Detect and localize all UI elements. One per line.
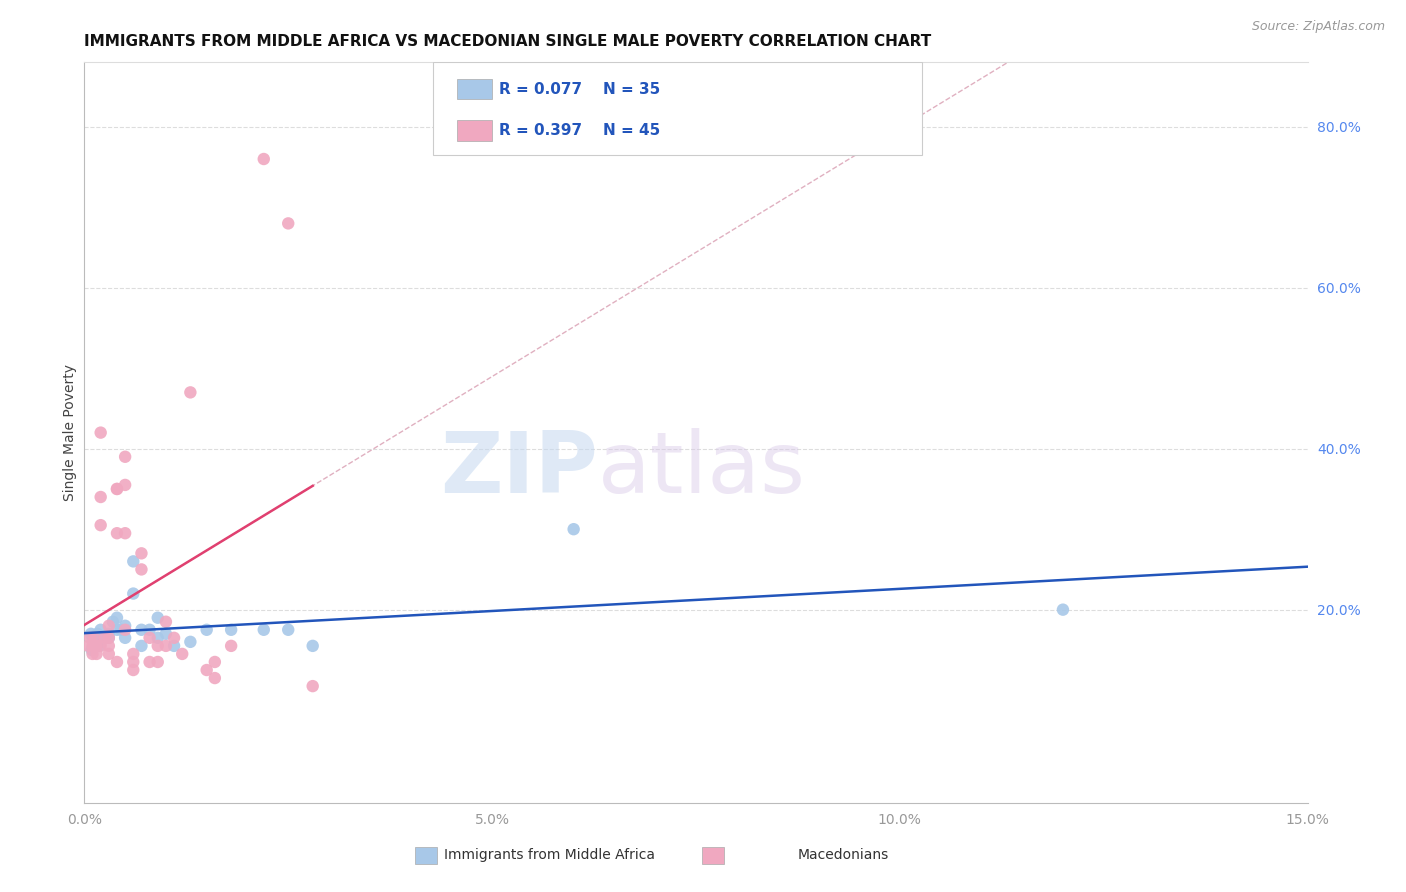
Point: [122, 586, 145, 600]
Point: [122, 647, 145, 661]
FancyBboxPatch shape: [457, 120, 492, 141]
Point: [86, 631, 108, 645]
Point: [86, 639, 108, 653]
Point: [97, 627, 120, 641]
Y-axis label: Single Male Poverty: Single Male Poverty: [63, 364, 77, 501]
Point: [105, 526, 128, 541]
Point: [83, 635, 105, 649]
Point: [155, 639, 177, 653]
Text: R = 0.397: R = 0.397: [499, 123, 582, 138]
Point: [1052, 602, 1074, 616]
Point: [122, 554, 145, 568]
Point: [105, 623, 128, 637]
Point: [155, 615, 177, 629]
Point: [277, 216, 299, 230]
Point: [131, 562, 153, 576]
Point: [114, 623, 136, 637]
Point: [179, 385, 201, 400]
Point: [80, 627, 103, 641]
Point: [110, 623, 132, 637]
Point: [82, 631, 104, 645]
Point: [204, 671, 226, 685]
Text: ZIP: ZIP: [440, 428, 598, 511]
Text: Macedonians: Macedonians: [797, 847, 889, 862]
Point: [219, 639, 242, 653]
Point: [97, 631, 120, 645]
Text: Immigrants from Middle Africa: Immigrants from Middle Africa: [444, 847, 655, 862]
Point: [172, 647, 194, 661]
Point: [131, 623, 153, 637]
Point: [138, 623, 160, 637]
Point: [86, 627, 108, 641]
Text: N = 35: N = 35: [603, 81, 661, 96]
Point: [114, 526, 136, 541]
Point: [301, 639, 323, 653]
Point: [179, 635, 201, 649]
Point: [87, 639, 110, 653]
Point: [97, 619, 120, 633]
Point: [138, 655, 160, 669]
Point: [105, 482, 128, 496]
Point: [90, 639, 112, 653]
Point: [253, 623, 276, 637]
Point: [277, 623, 299, 637]
Point: [90, 635, 112, 649]
Point: [122, 663, 145, 677]
Point: [90, 490, 112, 504]
Point: [105, 482, 128, 496]
Point: [114, 478, 136, 492]
Point: [562, 522, 585, 536]
FancyBboxPatch shape: [433, 62, 922, 155]
Point: [114, 631, 136, 645]
Point: [90, 425, 112, 440]
Text: R = 0.077: R = 0.077: [499, 81, 582, 96]
FancyBboxPatch shape: [415, 847, 437, 863]
Point: [146, 631, 169, 645]
Point: [80, 643, 103, 657]
Text: Source: ZipAtlas.com: Source: ZipAtlas.com: [1251, 20, 1385, 33]
Point: [90, 518, 112, 533]
Point: [146, 610, 169, 624]
Text: atlas: atlas: [598, 428, 806, 511]
Point: [83, 631, 105, 645]
Point: [114, 450, 136, 464]
Point: [86, 647, 108, 661]
Text: N = 45: N = 45: [603, 123, 661, 138]
Point: [131, 639, 153, 653]
Point: [195, 623, 218, 637]
Point: [155, 627, 177, 641]
Point: [146, 655, 169, 669]
FancyBboxPatch shape: [702, 847, 724, 863]
FancyBboxPatch shape: [457, 78, 492, 99]
Point: [79, 631, 101, 645]
Point: [82, 647, 104, 661]
Point: [138, 631, 160, 645]
Point: [90, 623, 112, 637]
Text: IMMIGRANTS FROM MIDDLE AFRICA VS MACEDONIAN SINGLE MALE POVERTY CORRELATION CHAR: IMMIGRANTS FROM MIDDLE AFRICA VS MACEDON…: [84, 34, 932, 49]
Point: [253, 152, 276, 166]
Point: [101, 615, 124, 629]
Point: [114, 619, 136, 633]
Point: [146, 639, 169, 653]
Point: [97, 639, 120, 653]
Point: [97, 631, 120, 645]
Point: [204, 655, 226, 669]
Point: [195, 663, 218, 677]
Point: [131, 546, 153, 560]
Point: [105, 655, 128, 669]
Point: [219, 623, 242, 637]
Point: [93, 631, 115, 645]
Point: [122, 655, 145, 669]
Point: [301, 679, 323, 693]
Point: [84, 639, 107, 653]
Point: [82, 639, 104, 653]
Point: [163, 631, 186, 645]
Point: [77, 639, 100, 653]
Point: [105, 610, 128, 624]
Point: [163, 639, 186, 653]
Point: [97, 647, 120, 661]
